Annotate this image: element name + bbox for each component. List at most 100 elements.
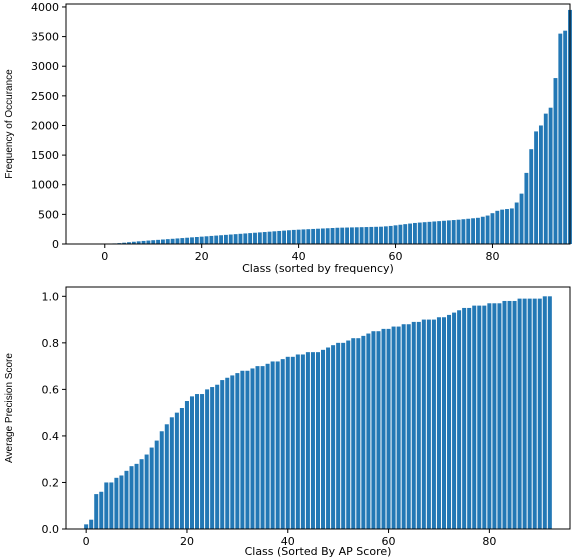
bar: [495, 210, 500, 244]
x-tick-label: 60: [382, 535, 396, 548]
bar: [527, 298, 532, 529]
y-tick-label: 1.0: [42, 290, 60, 303]
x-tick-label: 60: [389, 250, 403, 263]
bar: [497, 303, 502, 529]
bar: [361, 335, 366, 529]
bar: [255, 366, 260, 529]
bar: [517, 298, 522, 529]
plot-frame: [65, 3, 571, 245]
y-tick-label: 0.8: [42, 337, 60, 350]
bar: [356, 338, 361, 529]
bar: [509, 208, 514, 244]
bar: [500, 209, 505, 244]
bar: [341, 342, 346, 529]
bar: [502, 300, 507, 529]
bar: [109, 482, 114, 529]
y-tick-label: 0.0: [42, 523, 60, 536]
bar: [248, 233, 253, 244]
bar: [354, 227, 359, 244]
x-axis-label: Class (sorted by frequency): [242, 262, 394, 275]
bar: [369, 226, 374, 244]
bar: [452, 312, 457, 529]
bar: [151, 240, 156, 244]
bar: [275, 361, 280, 529]
x-tick-label: 0: [101, 250, 108, 263]
bar: [316, 228, 320, 244]
bar: [156, 239, 161, 244]
bar: [416, 321, 421, 529]
bar: [412, 222, 417, 244]
bar: [144, 454, 149, 529]
bar: [548, 107, 553, 244]
bar: [99, 491, 104, 529]
y-tick-label: 1500: [31, 149, 59, 162]
bar: [214, 235, 219, 244]
bar: [199, 236, 204, 244]
bar: [233, 234, 238, 244]
bar: [240, 370, 245, 529]
bar: [131, 241, 136, 244]
bar: [514, 202, 519, 244]
ap-score-chart: 0 20 40 60 80 0.0 0.2 0.4 0.6 0.8 1.0 Class (Sorted…: [4, 286, 571, 558]
bar: [94, 494, 99, 529]
bar: [376, 331, 381, 529]
bar: [475, 217, 480, 244]
bar: [426, 319, 431, 529]
bar: [220, 380, 225, 529]
bar: [230, 375, 235, 529]
bar: [330, 228, 335, 244]
bar: [321, 349, 326, 529]
bar: [174, 412, 179, 529]
bar: [403, 224, 408, 244]
bar: [512, 300, 517, 529]
bar: [371, 331, 376, 529]
bar: [160, 239, 165, 244]
bar: [441, 317, 447, 529]
bar: [532, 298, 537, 529]
y-tick-label: 0: [52, 238, 59, 251]
bar: [136, 241, 141, 244]
bar: [457, 310, 462, 529]
bar: [436, 317, 441, 529]
y-axis-label: Average Precision Score: [4, 353, 15, 463]
bar: [245, 370, 250, 529]
bar: [336, 342, 341, 529]
bar: [282, 230, 287, 244]
bar: [349, 227, 354, 244]
x-tick-label: 80: [485, 250, 499, 263]
bar: [447, 314, 452, 529]
bar: [529, 149, 534, 244]
bar: [104, 482, 109, 529]
bar: [406, 324, 411, 529]
bar: [159, 431, 164, 529]
bar: [260, 366, 265, 529]
bar: [89, 519, 94, 529]
bar: [492, 303, 497, 529]
bar: [154, 440, 159, 529]
bar: [185, 237, 190, 244]
bar: [331, 345, 336, 529]
bar: [542, 296, 547, 529]
bar: [558, 33, 563, 244]
bar: [257, 232, 262, 244]
bar: [396, 326, 401, 529]
bar: [507, 300, 512, 529]
bar: [209, 235, 214, 244]
bar: [127, 242, 131, 244]
bar: [401, 324, 406, 529]
plot-frame: [65, 286, 571, 530]
bar: [364, 227, 369, 244]
bar: [124, 470, 129, 529]
bar: [456, 219, 461, 244]
bar: [519, 193, 524, 244]
y-tick-label: 500: [38, 208, 59, 221]
bar: [391, 326, 396, 529]
bar: [359, 227, 364, 244]
y-tick-label: 0.4: [42, 430, 60, 443]
y-tick-label: 0.6: [42, 383, 60, 396]
bar: [195, 394, 200, 529]
bar: [300, 354, 305, 529]
bar: [482, 305, 487, 529]
bar: [524, 172, 529, 244]
